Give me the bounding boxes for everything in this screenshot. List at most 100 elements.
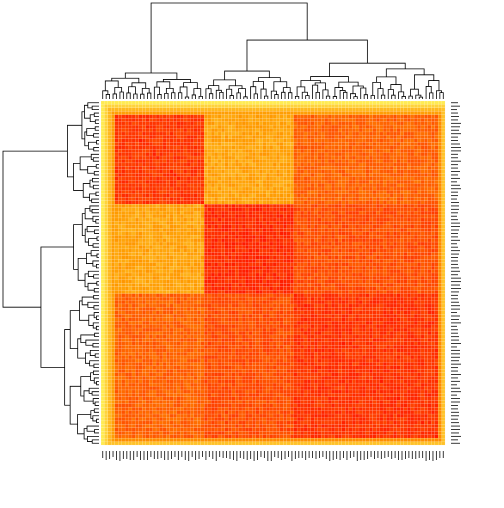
heatmap-cell: [410, 207, 415, 212]
heatmap-cell: [400, 210, 404, 215]
heatmap-cell: [441, 241, 446, 246]
heatmap-cell: [424, 231, 428, 236]
heatmap-cell: [362, 118, 367, 122]
heatmap-cell: [310, 131, 315, 136]
heatmap-cell: [138, 248, 143, 253]
heatmap-cell: [221, 128, 226, 133]
heatmap-cell: [142, 118, 146, 122]
heatmap-cell: [166, 238, 170, 243]
heatmap-cell: [434, 118, 439, 122]
heatmap-cell: [303, 241, 308, 246]
heatmap-cell: [310, 155, 315, 160]
heatmap-cell: [434, 204, 439, 208]
heatmap-cell: [197, 231, 201, 236]
heatmap-cell: [272, 114, 277, 119]
heatmap-cell: [300, 155, 305, 160]
heatmap-cell: [183, 248, 188, 253]
heatmap-cell: [427, 155, 432, 160]
heatmap-cell: [214, 204, 219, 208]
heatmap-cell: [128, 159, 133, 164]
heatmap-cell: [427, 207, 432, 212]
heatmap-cell: [214, 138, 219, 143]
heatmap-cell: [131, 162, 136, 167]
heatmap-cell: [348, 207, 353, 212]
heatmap-cell: [100, 100, 105, 105]
heatmap-cell: [293, 252, 298, 256]
heatmap-cell: [210, 145, 215, 150]
heatmap-cell: [434, 169, 439, 174]
heatmap-cell: [118, 190, 122, 195]
heatmap-cell: [334, 107, 339, 112]
heatmap-cell: [283, 224, 287, 229]
heatmap-cell: [296, 193, 301, 198]
heatmap-cell: [221, 207, 226, 212]
heatmap-cell: [410, 235, 415, 239]
heatmap-cell: [145, 118, 150, 122]
heatmap-cell: [382, 159, 387, 164]
heatmap-cell: [245, 245, 250, 250]
heatmap-cell: [351, 262, 356, 267]
heatmap-cell: [417, 111, 422, 115]
heatmap-cell: [176, 121, 181, 126]
heatmap-cell: [241, 255, 246, 260]
heatmap-cell: [431, 114, 435, 119]
heatmap-cell: [437, 183, 442, 188]
heatmap-cell: [365, 228, 370, 232]
heatmap-cell: [186, 224, 191, 229]
heatmap-cell: [262, 183, 267, 188]
heatmap-cell: [138, 265, 143, 270]
heatmap-cell: [155, 169, 160, 174]
heatmap-cell: [204, 269, 208, 274]
heatmap-cell: [410, 217, 415, 222]
heatmap-cell: [124, 265, 129, 270]
heatmap-cell: [321, 221, 325, 226]
heatmap-cell: [138, 107, 143, 112]
heatmap-cell: [410, 162, 415, 167]
heatmap-cell: [286, 176, 291, 181]
heatmap-cell: [290, 111, 294, 115]
heatmap-cell: [252, 121, 256, 126]
heatmap-cell: [424, 204, 428, 208]
heatmap-cell: [324, 255, 329, 260]
heatmap-cell: [400, 221, 404, 226]
heatmap-cell: [386, 262, 391, 267]
heatmap-cell: [142, 190, 146, 195]
heatmap-cell: [341, 145, 346, 150]
heatmap-cell: [248, 149, 253, 153]
heatmap-cell: [269, 118, 274, 122]
heatmap-cell: [300, 204, 305, 208]
heatmap-cell: [200, 142, 205, 146]
heatmap-cell: [272, 269, 277, 274]
heatmap-cell: [345, 121, 349, 126]
heatmap-cell: [324, 238, 329, 243]
heatmap-cell: [169, 221, 174, 226]
heatmap-cell: [169, 207, 174, 212]
heatmap-cell: [351, 238, 356, 243]
heatmap-cell: [331, 214, 336, 219]
heatmap-cell: [138, 145, 143, 150]
heatmap-cell: [424, 190, 428, 195]
heatmap-cell: [204, 114, 208, 119]
heatmap-cell: [276, 159, 281, 164]
heatmap-cell: [214, 259, 219, 263]
heatmap-cell: [255, 217, 260, 222]
heatmap-cell: [321, 210, 325, 215]
heatmap-cell: [369, 238, 373, 243]
heatmap-cell: [407, 200, 411, 205]
heatmap-cell: [400, 207, 404, 212]
heatmap-cell: [283, 142, 287, 146]
heatmap-cell: [393, 124, 398, 129]
heatmap-cell: [296, 176, 301, 181]
heatmap-cell: [355, 138, 360, 143]
heatmap-cell: [100, 176, 105, 181]
heatmap-cell: [369, 197, 373, 201]
heatmap-cell: [424, 162, 428, 167]
heatmap-cell: [331, 241, 336, 246]
heatmap-cell: [255, 214, 260, 219]
heatmap-cell: [317, 186, 322, 191]
heatmap-cell: [365, 179, 370, 184]
heatmap-cell: [372, 231, 377, 236]
heatmap-cell: [413, 155, 418, 160]
heatmap-cell: [183, 118, 188, 122]
heatmap-cell: [142, 128, 146, 133]
